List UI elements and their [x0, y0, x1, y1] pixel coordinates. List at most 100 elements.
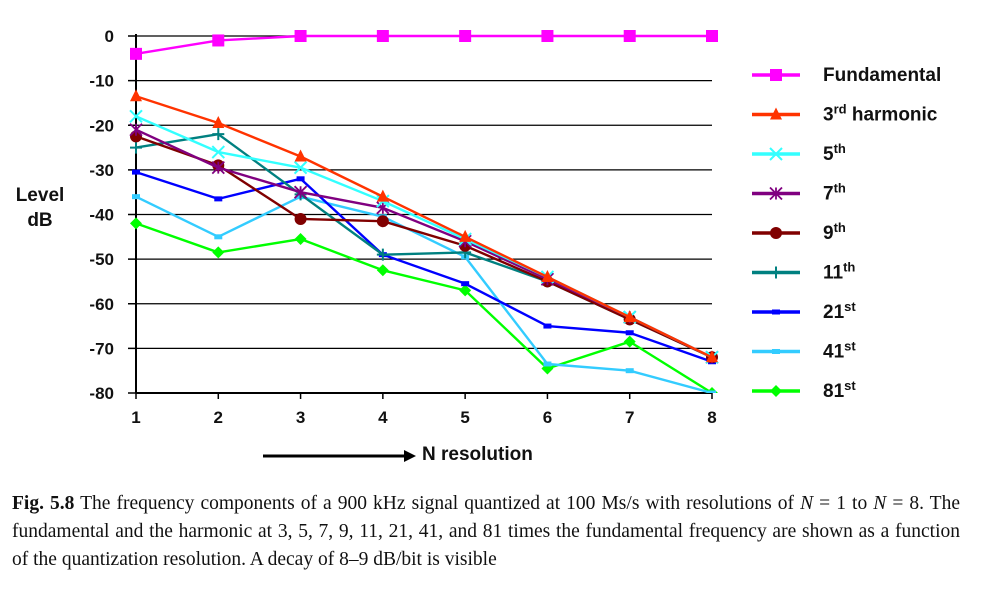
- y-tick-label: -50: [89, 250, 114, 269]
- marker-stroke: [770, 266, 782, 279]
- caption-var-n1: N: [800, 493, 814, 514]
- marker-stroke: [211, 161, 225, 175]
- legend-label-sup: st: [844, 339, 856, 354]
- legend-label: 81st: [823, 378, 856, 402]
- data-point: [130, 141, 142, 154]
- y-axis-label-line2: dB: [27, 210, 52, 231]
- legend-swatch-marker: [769, 186, 783, 201]
- x-axis-arrowhead: [404, 450, 416, 462]
- data-point: [211, 161, 225, 175]
- data-point: [293, 185, 308, 199]
- legend-item-1: Fundamental: [752, 65, 941, 86]
- data-point: [132, 194, 140, 200]
- marker-stroke: [212, 128, 225, 141]
- legend-label: 41st: [823, 339, 856, 363]
- data-point: [212, 246, 225, 259]
- data-point: [625, 330, 634, 336]
- legend-item-6: 11th: [752, 260, 855, 284]
- marker-stroke: [293, 185, 308, 199]
- y-tick-label: -60: [89, 295, 114, 314]
- marker-stroke: [293, 160, 308, 175]
- legend-label: 7th: [823, 181, 846, 205]
- legend-label: 11th: [823, 260, 855, 284]
- x-tick-label: 7: [625, 408, 634, 427]
- data-point: [459, 30, 472, 42]
- legend-item-9: 81st: [752, 378, 856, 402]
- legend-label: 5th: [823, 141, 846, 165]
- marker-stroke: [211, 145, 225, 159]
- data-point: [129, 123, 143, 137]
- legend-swatch-marker: [770, 227, 782, 239]
- figure-number: Fig. 5.8: [12, 493, 75, 514]
- data-point: [132, 169, 140, 175]
- x-tick-label: 2: [214, 408, 223, 427]
- legend-label-main: 11: [823, 263, 844, 284]
- data-point: [706, 30, 718, 42]
- chart: 0 -10 -20 -30 -40 -50 -60 -70 -80 1 2 3 4 5 6 7 8 Fundam…: [16, 27, 942, 465]
- series-line: [135, 95, 713, 359]
- data-point: [623, 310, 636, 323]
- caption-text-3: = 8. The fundamental and the harmonic at…: [12, 493, 961, 570]
- data-point: [459, 229, 472, 242]
- legend-label-main: 9: [823, 223, 834, 244]
- legend-swatch-marker: [770, 69, 782, 81]
- x-tick-label: 8: [707, 408, 716, 427]
- marker-stroke: [129, 123, 143, 137]
- x-tick-label: 3: [296, 408, 305, 427]
- legend-label-main: 3: [823, 105, 834, 126]
- x-tick-label: 5: [460, 408, 469, 427]
- series-line: [135, 135, 713, 359]
- legend-item-8: 41st: [752, 339, 856, 363]
- data-point: [541, 30, 554, 42]
- legend-swatch-marker: [772, 309, 780, 315]
- marker-stroke: [769, 186, 783, 201]
- data-point: [543, 323, 552, 329]
- y-tick-label: 0: [105, 27, 114, 46]
- series-line: [135, 34, 712, 56]
- data-point: [212, 116, 225, 129]
- grid-lines: [136, 35, 712, 394]
- legend-label-sup: st: [844, 378, 856, 393]
- caption-var-n2: N: [873, 493, 887, 514]
- series-line: [135, 170, 713, 363]
- y-tick-label: -70: [89, 339, 114, 358]
- caption-text-2: = 1 to: [813, 493, 874, 514]
- legend-swatch-marker: [770, 107, 782, 120]
- legend-label-main: Fundamental: [823, 65, 941, 86]
- figure-caption: Fig. 5.8 The frequency components of a 9…: [12, 490, 960, 574]
- data-point: [708, 390, 716, 393]
- marker-stroke: [130, 141, 142, 154]
- legend-label-main: 21: [823, 302, 845, 323]
- legend-label-main: 81: [823, 381, 845, 402]
- legend-label: 21st: [823, 299, 856, 323]
- data-point: [541, 269, 554, 282]
- legend-label: Fundamental: [823, 65, 941, 86]
- legend-label-rest: harmonic: [847, 105, 938, 126]
- legend-label-sup: st: [844, 299, 856, 314]
- legend-swatch-marker: [770, 385, 782, 397]
- data-point: [211, 145, 225, 159]
- x-tick-label: 1: [131, 408, 140, 427]
- data-point: [376, 248, 389, 261]
- x-axis-label: N resolution: [422, 444, 533, 465]
- data-point: [459, 284, 472, 297]
- data-point: [543, 361, 552, 367]
- legend-label-sup: rd: [834, 102, 847, 117]
- data-point: [212, 128, 225, 141]
- data-point: [129, 109, 143, 124]
- legend-item-5: 9th: [752, 220, 846, 244]
- legend-swatch-marker: [769, 147, 783, 161]
- data-point: [214, 234, 223, 240]
- series-7: [132, 169, 716, 365]
- legend-item-7: 21st: [752, 299, 856, 323]
- marker-stroke: [376, 248, 389, 261]
- data-point: [623, 30, 636, 42]
- series-1: [130, 30, 718, 60]
- data-point: [130, 89, 142, 102]
- data-point: [294, 149, 307, 162]
- data-point: [212, 34, 225, 47]
- data-point: [130, 217, 142, 230]
- legend-label: 3rd harmonic: [823, 102, 938, 126]
- series-9: [130, 217, 718, 393]
